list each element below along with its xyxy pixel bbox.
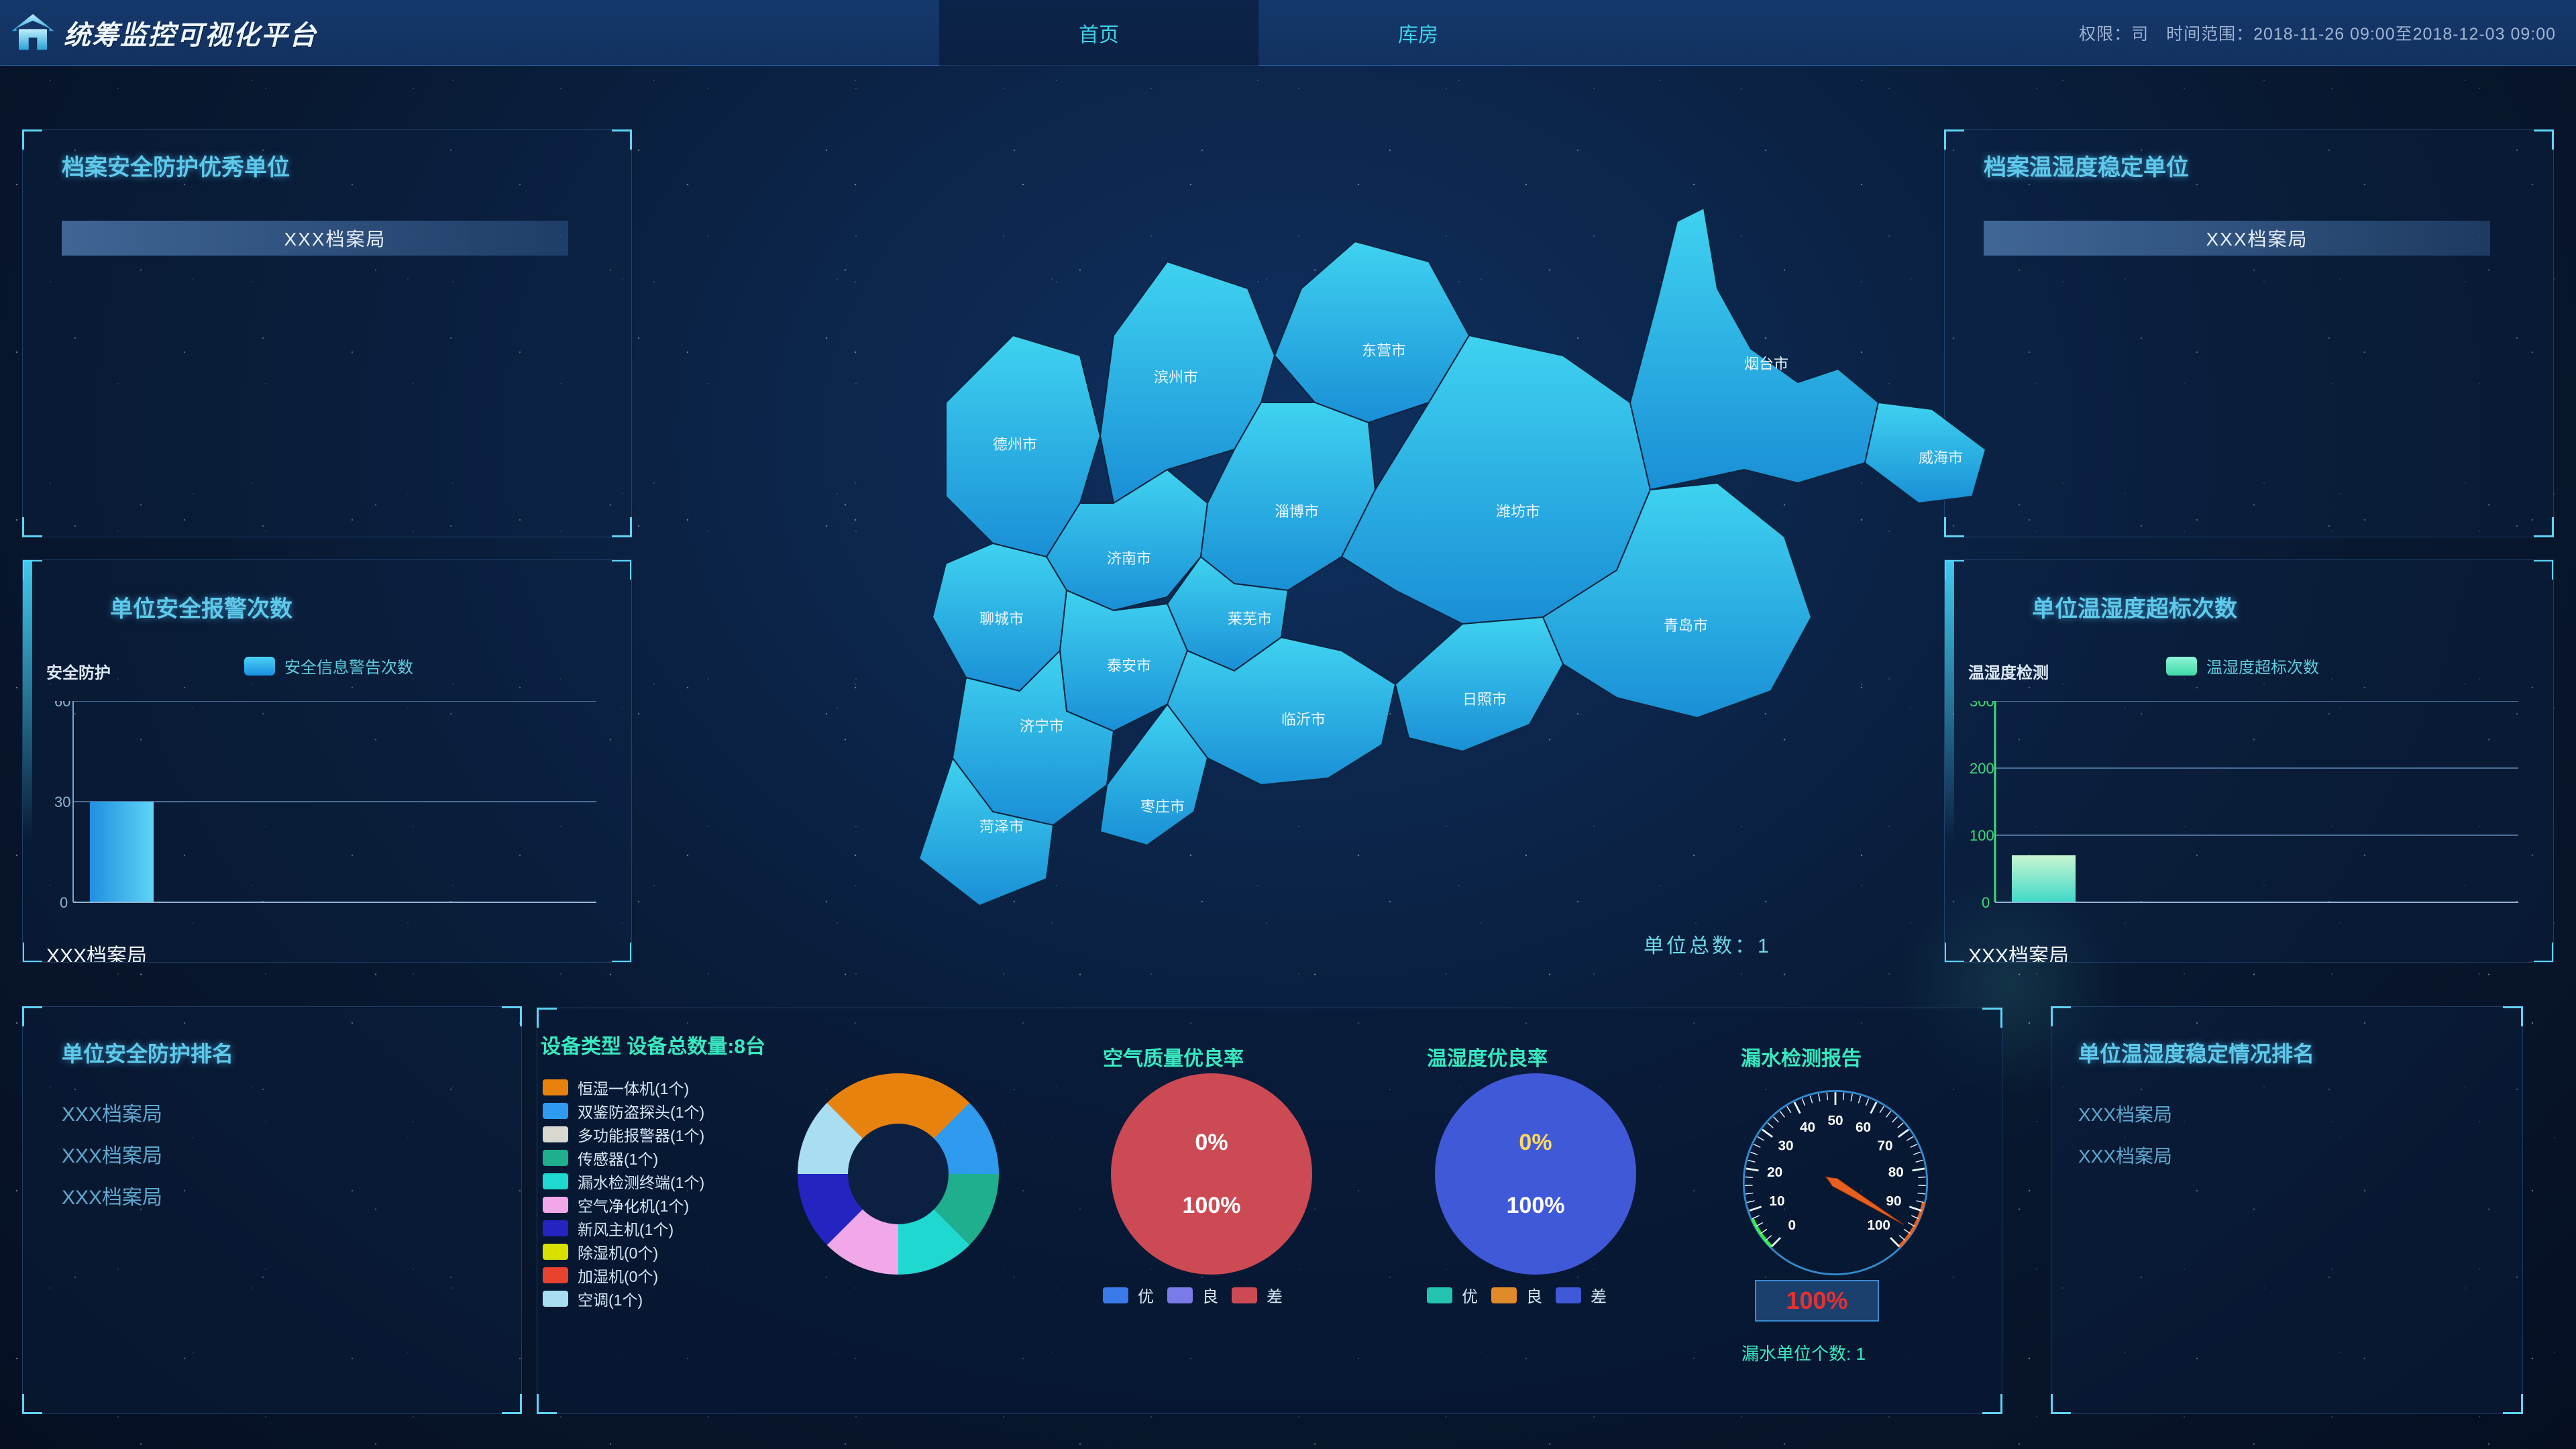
svg-text:淄博市: 淄博市 — [1275, 503, 1319, 520]
svg-text:青岛市: 青岛市 — [1664, 617, 1708, 634]
svg-text:80: 80 — [1888, 1165, 1904, 1180]
svg-text:100: 100 — [1970, 827, 1994, 844]
svg-text:济南市: 济南市 — [1107, 550, 1151, 567]
svg-text:20: 20 — [1767, 1165, 1782, 1180]
svg-text:60: 60 — [1856, 1120, 1871, 1135]
svg-text:100: 100 — [1867, 1218, 1890, 1233]
svg-text:威海市: 威海市 — [1919, 449, 1963, 466]
svg-text:0: 0 — [1982, 894, 1990, 911]
svg-text:潍坊市: 潍坊市 — [1496, 503, 1540, 520]
svg-text:300: 300 — [1970, 701, 1994, 710]
svg-text:0: 0 — [60, 894, 68, 911]
svg-text:70: 70 — [1877, 1138, 1892, 1154]
svg-text:30: 30 — [54, 794, 70, 810]
svg-text:东营市: 东营市 — [1362, 342, 1406, 359]
svg-text:10: 10 — [1769, 1193, 1784, 1209]
svg-text:40: 40 — [1800, 1120, 1815, 1135]
svg-text:德州市: 德州市 — [993, 436, 1037, 453]
svg-text:30: 30 — [1778, 1138, 1793, 1154]
svg-text:200: 200 — [1970, 760, 1994, 777]
svg-text:枣庄市: 枣庄市 — [1140, 798, 1185, 815]
svg-text:50: 50 — [1827, 1113, 1843, 1128]
svg-text:莱芜市: 莱芜市 — [1228, 610, 1272, 627]
svg-text:临沂市: 临沂市 — [1281, 711, 1326, 728]
svg-text:日照市: 日照市 — [1462, 691, 1507, 708]
svg-text:0: 0 — [1788, 1218, 1796, 1233]
svg-text:菏泽市: 菏泽市 — [979, 818, 1024, 835]
svg-text:泰安市: 泰安市 — [1107, 657, 1151, 674]
svg-text:90: 90 — [1886, 1193, 1901, 1209]
svg-text:烟台市: 烟台市 — [1744, 356, 1788, 372]
svg-text:济宁市: 济宁市 — [1020, 718, 1064, 735]
svg-text:聊城市: 聊城市 — [979, 610, 1024, 627]
svg-text:滨州市: 滨州市 — [1154, 369, 1198, 386]
svg-text:60: 60 — [54, 701, 70, 710]
